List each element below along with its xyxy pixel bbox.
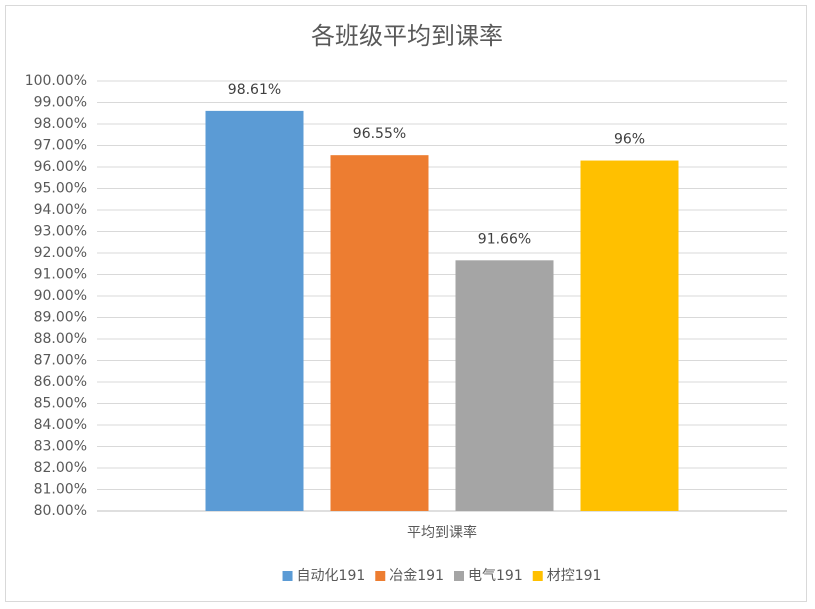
bar bbox=[580, 160, 679, 512]
y-tick-label: 97.00% bbox=[34, 138, 87, 154]
x-tick-label: 平均到课率 bbox=[407, 524, 477, 541]
y-tick-label: 86.00% bbox=[34, 374, 87, 390]
y-tick-label: 85.00% bbox=[34, 396, 87, 412]
y-tick-label: 91.00% bbox=[34, 267, 87, 283]
legend-label: 电气191 bbox=[468, 568, 523, 584]
bar bbox=[205, 110, 304, 511]
legend-label: 自动化191 bbox=[297, 568, 366, 584]
legend-label: 材控191 bbox=[547, 568, 602, 584]
y-tick-label: 98.00% bbox=[34, 116, 87, 132]
chart-title: 各班级平均到课率 bbox=[311, 22, 503, 50]
y-tick-label: 95.00% bbox=[34, 181, 87, 197]
y-tick-label: 82.00% bbox=[34, 460, 87, 476]
legend-swatch bbox=[282, 571, 293, 581]
legend-label: 冶金191 bbox=[389, 568, 444, 584]
y-tick-label: 88.00% bbox=[34, 331, 87, 347]
data-label: 96% bbox=[614, 132, 645, 148]
y-tick-label: 89.00% bbox=[34, 310, 87, 326]
data-label: 91.66% bbox=[478, 231, 531, 247]
legend-swatch bbox=[375, 571, 386, 581]
y-tick-label: 100.00% bbox=[25, 73, 87, 89]
data-label: 98.61% bbox=[228, 82, 281, 98]
y-tick-label: 94.00% bbox=[34, 202, 87, 218]
y-tick-label: 83.00% bbox=[34, 439, 87, 455]
y-tick-label: 87.00% bbox=[34, 353, 87, 369]
y-tick-label: 81.00% bbox=[34, 482, 87, 498]
y-tick-label: 84.00% bbox=[34, 417, 87, 433]
y-tick-label: 96.00% bbox=[34, 159, 87, 175]
bar bbox=[455, 260, 554, 511]
bar bbox=[330, 155, 429, 512]
data-label: 96.55% bbox=[353, 126, 406, 142]
y-tick-label: 90.00% bbox=[34, 288, 87, 304]
y-tick-label: 80.00% bbox=[34, 503, 87, 519]
legend-swatch bbox=[532, 571, 543, 581]
legend-swatch bbox=[454, 571, 464, 581]
y-tick-label: 92.00% bbox=[34, 245, 87, 261]
y-tick-label: 93.00% bbox=[34, 224, 87, 240]
y-tick-label: 99.00% bbox=[34, 95, 87, 111]
